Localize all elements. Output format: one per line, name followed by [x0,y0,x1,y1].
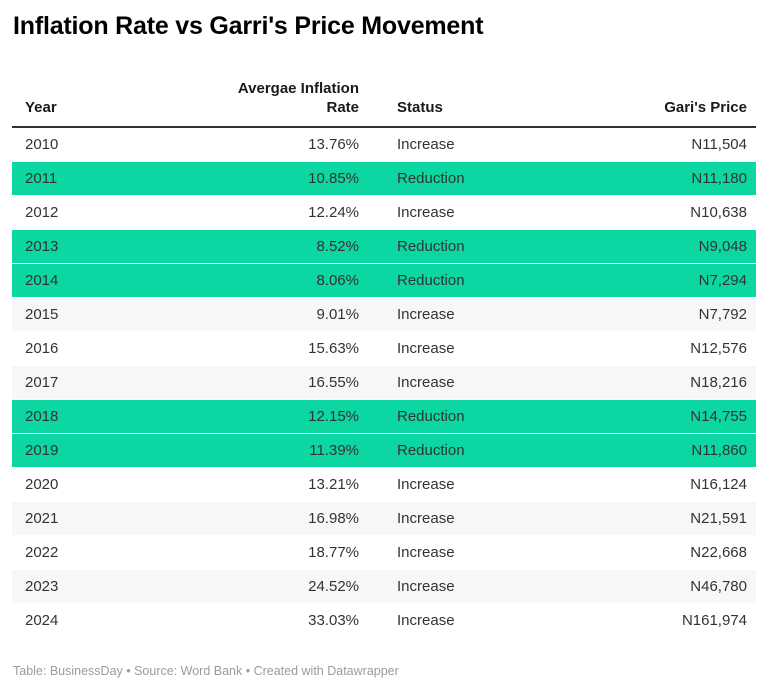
cell-price: N11,860 [567,433,756,468]
cell-status: Reduction [371,433,567,468]
cell-inflation-rate: 13.21% [172,467,371,502]
table-row: 2017 16.55% Increase N18,216 [12,365,756,400]
cell-status: Increase [371,297,567,332]
cell-year: 2015 [12,297,172,332]
cell-inflation-rate: 12.15% [172,399,371,434]
header-row: Year Avergae Inflation Rate Status Gari'… [12,79,756,128]
footer-attribution: Table: BusinessDay • Source: Word Bank •… [13,664,399,678]
cell-status: Reduction [371,399,567,434]
cell-status: Increase [371,501,567,536]
cell-status: Increase [371,603,567,637]
cell-inflation-rate: 8.06% [172,263,371,298]
column-header-inflation-rate: Avergae Inflation Rate [172,79,371,128]
table-header: Year Avergae Inflation Rate Status Gari'… [12,79,756,128]
cell-year: 2013 [12,229,172,264]
cell-price: N18,216 [567,365,756,400]
cell-status: Increase [371,365,567,400]
cell-year: 2018 [12,399,172,434]
column-header-inflation-rate-label: Avergae Inflation Rate [237,80,359,116]
cell-inflation-rate: 24.52% [172,569,371,604]
cell-year: 2011 [12,161,172,196]
table-body: 2010 13.76% Increase N11,504 2011 10.85%… [12,126,756,637]
cell-year: 2010 [12,126,172,162]
chart-title: Inflation Rate vs Garri's Price Movement [13,12,484,40]
cell-price: N9,048 [567,229,756,264]
table-row: 2016 15.63% Increase N12,576 [12,331,756,366]
table-row: 2019 11.39% Reduction N11,860 [12,433,756,468]
cell-price: N14,755 [567,399,756,434]
cell-inflation-rate: 9.01% [172,297,371,332]
cell-price: N161,974 [567,603,756,637]
table-row: 2014 8.06% Reduction N7,294 [12,263,756,298]
cell-price: N12,576 [567,331,756,366]
cell-year: 2017 [12,365,172,400]
cell-price: N21,591 [567,501,756,536]
column-header-status: Status [371,79,567,128]
cell-status: Increase [371,195,567,230]
cell-inflation-rate: 16.98% [172,501,371,536]
cell-status: Increase [371,331,567,366]
cell-inflation-rate: 15.63% [172,331,371,366]
cell-year: 2023 [12,569,172,604]
cell-price: N16,124 [567,467,756,502]
cell-status: Reduction [371,263,567,298]
cell-year: 2022 [12,535,172,570]
cell-inflation-rate: 10.85% [172,161,371,196]
table-row: 2010 13.76% Increase N11,504 [12,126,756,162]
cell-inflation-rate: 11.39% [172,433,371,468]
cell-price: N7,792 [567,297,756,332]
table-row: 2015 9.01% Increase N7,792 [12,297,756,332]
cell-inflation-rate: 33.03% [172,603,371,637]
cell-year: 2024 [12,603,172,637]
cell-price: N46,780 [567,569,756,604]
table-row: 2020 13.21% Increase N16,124 [12,467,756,502]
cell-status: Reduction [371,229,567,264]
cell-price: N11,504 [567,126,756,162]
cell-price: N11,180 [567,161,756,196]
cell-inflation-rate: 16.55% [172,365,371,400]
cell-status: Increase [371,535,567,570]
cell-status: Increase [371,126,567,162]
table-row: 2024 33.03% Increase N161,974 [12,603,756,637]
cell-year: 2021 [12,501,172,536]
table-row: 2023 24.52% Increase N46,780 [12,569,756,604]
cell-inflation-rate: 8.52% [172,229,371,264]
cell-price: N10,638 [567,195,756,230]
table-row: 2022 18.77% Increase N22,668 [12,535,756,570]
cell-inflation-rate: 13.76% [172,126,371,162]
cell-year: 2019 [12,433,172,468]
cell-status: Reduction [371,161,567,196]
column-header-year: Year [12,79,172,128]
cell-year: 2020 [12,467,172,502]
table-row: 2013 8.52% Reduction N9,048 [12,229,756,264]
cell-price: N22,668 [567,535,756,570]
data-table: Year Avergae Inflation Rate Status Gari'… [12,79,756,637]
cell-year: 2012 [12,195,172,230]
cell-price: N7,294 [567,263,756,298]
cell-inflation-rate: 12.24% [172,195,371,230]
cell-year: 2016 [12,331,172,366]
cell-inflation-rate: 18.77% [172,535,371,570]
table-row: 2018 12.15% Reduction N14,755 [12,399,756,434]
cell-status: Increase [371,569,567,604]
table-row: 2011 10.85% Reduction N11,180 [12,161,756,196]
table-row: 2021 16.98% Increase N21,591 [12,501,756,536]
cell-year: 2014 [12,263,172,298]
cell-status: Increase [371,467,567,502]
column-header-garis-price: Gari's Price [567,79,756,128]
table-row: 2012 12.24% Increase N10,638 [12,195,756,230]
